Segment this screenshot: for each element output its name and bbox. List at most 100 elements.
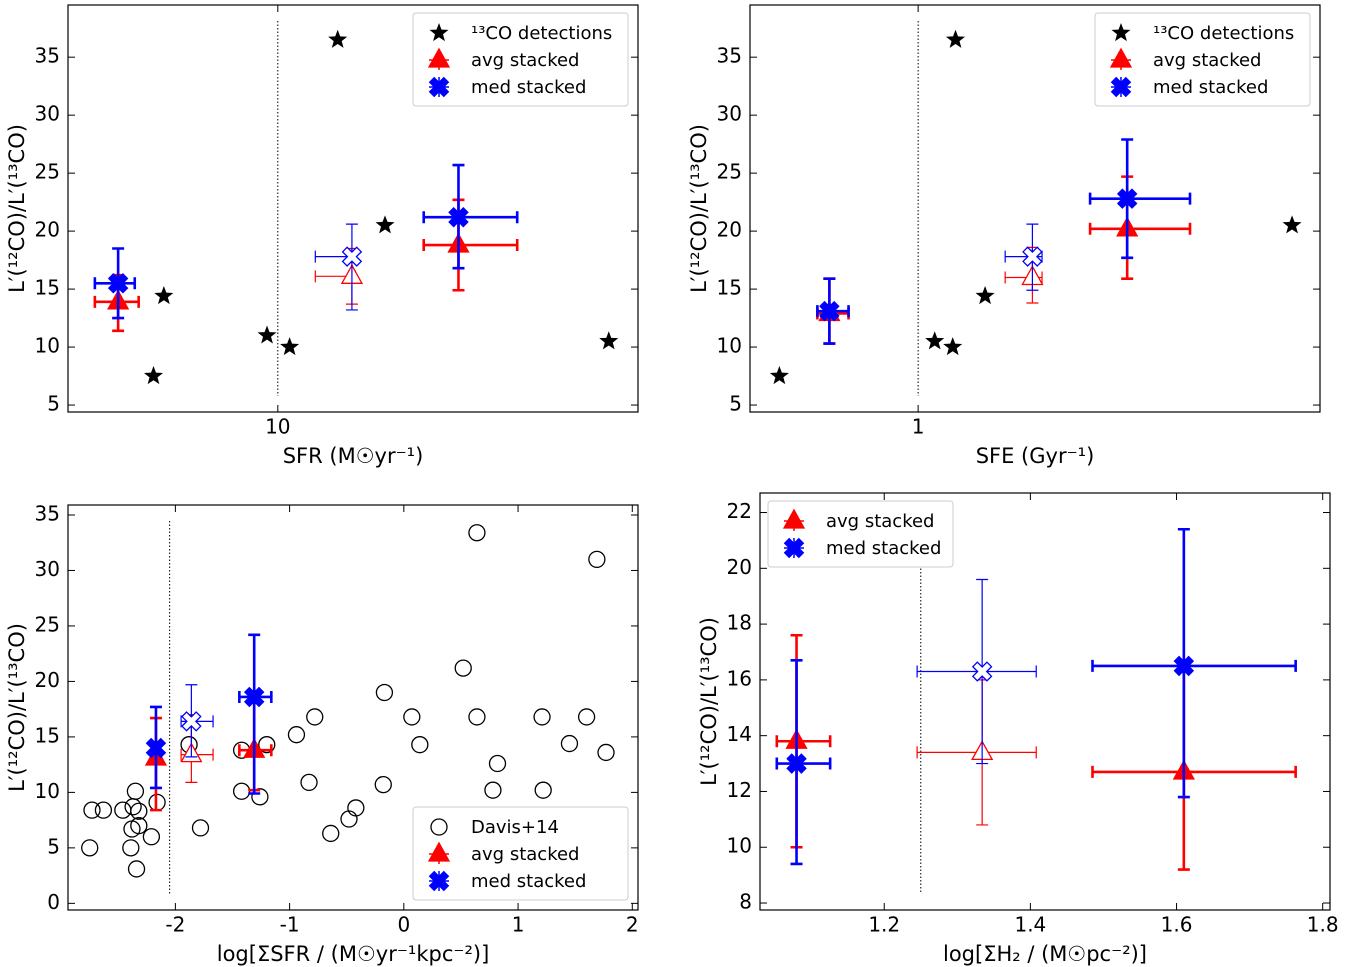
plot-frame — [759, 492, 1331, 911]
y-tick-label: 35 — [35, 44, 60, 68]
circle-marker — [533, 708, 551, 726]
legend-box — [1094, 12, 1311, 107]
x-tick-label: 1.6 — [1161, 913, 1193, 937]
circle-marker — [258, 736, 276, 754]
y-tick-label: 25 — [717, 160, 742, 184]
circle-marker — [232, 782, 251, 800]
panel: 5 10 15 20 25 30 35 1 SFE (Gyr⁻¹) L′(¹²CO)/L′(¹³C… — [687, 4, 1321, 468]
y-tick-label: 10 — [727, 834, 752, 858]
x-axis-label: log[ΣSFR / (M☉yr⁻¹kpc⁻²)] — [217, 942, 490, 966]
x-tick-label: 10 — [265, 415, 290, 439]
x-error-bar — [422, 239, 519, 252]
star-marker — [1282, 215, 1302, 234]
legend-label: med stacked — [471, 77, 586, 98]
y-tick-label: 30 — [35, 102, 60, 126]
y-axis-label: L′(¹²CO)/L′(¹³CO) — [687, 124, 711, 293]
y-tick-label: 15 — [35, 723, 60, 747]
circle-marker — [81, 839, 99, 857]
x-axis-label: SFR (M☉yr⁻¹) — [283, 444, 424, 468]
y-tick-label: 10 — [717, 334, 742, 358]
star-marker — [943, 337, 963, 356]
circle-marker — [300, 773, 318, 792]
circle-marker — [403, 708, 421, 726]
star-marker — [946, 29, 966, 48]
triangle-marker — [782, 508, 806, 529]
circle-marker — [430, 818, 448, 836]
circle-marker — [488, 754, 507, 773]
star-marker — [975, 286, 995, 305]
circle-marker — [130, 802, 148, 820]
x-tick-label: 1 — [512, 913, 525, 937]
x-marker — [786, 753, 807, 774]
x-error-bar — [1088, 222, 1192, 235]
circle-marker — [142, 828, 161, 846]
y-tick-label: 14 — [727, 722, 752, 746]
y-tick-label: 20 — [727, 555, 752, 579]
star-marker — [769, 366, 789, 385]
circle-marker — [251, 788, 269, 806]
circle-marker — [127, 860, 146, 878]
x-tick-label: 1.2 — [868, 913, 900, 937]
y-axis-label: L′(¹²CO)/L′(¹³CO) — [5, 124, 29, 293]
star-marker — [1111, 23, 1131, 42]
circle-marker — [322, 824, 340, 843]
x-marker — [428, 870, 450, 892]
legend-label: avg stacked — [826, 511, 934, 532]
triangle-marker — [427, 47, 451, 68]
panel: 0 5 10 15 20 25 30 35 -2 -1 0 1 2 log[ΣSFR / (M☉yr⁻¹k… — [5, 501, 639, 966]
y-tick-label: 25 — [35, 160, 60, 184]
circle-marker — [375, 683, 394, 702]
x-marker — [819, 300, 840, 322]
y-tick-label: 5 — [47, 392, 60, 416]
legend-label: avg stacked — [471, 50, 579, 71]
circle-marker — [347, 799, 365, 817]
legend-box — [412, 806, 629, 901]
circle-marker — [411, 736, 429, 754]
x-tick-label: 0 — [397, 913, 410, 937]
y-tick-label: 12 — [727, 778, 752, 802]
star-marker — [280, 337, 300, 356]
circle-marker — [191, 819, 210, 837]
y-tick-label: 0 — [47, 890, 60, 914]
y-tick-label: 18 — [727, 611, 752, 635]
x-error-bar — [775, 735, 832, 748]
x-marker — [181, 711, 202, 732]
x-axis-label: SFE (Gyr⁻¹) — [976, 444, 1095, 468]
circle-marker — [306, 708, 324, 726]
circle-marker — [468, 524, 486, 542]
star-marker — [375, 215, 395, 234]
x-tick-label: 1.4 — [1014, 913, 1046, 937]
panel: 5 10 15 20 25 30 35 10 SFR (M☉yr⁻¹) L′(¹²CO)/L′(¹… — [5, 4, 639, 468]
star-marker — [143, 366, 164, 385]
legend-box — [412, 12, 629, 107]
circle-marker — [122, 839, 140, 857]
x-marker — [428, 76, 450, 98]
circle-marker — [560, 734, 579, 753]
x-tick-label: 2 — [626, 913, 639, 937]
x-axis-label: log[ΣH₂ / (M☉pc⁻²)] — [943, 942, 1147, 966]
plot-frame — [67, 504, 639, 911]
star-marker — [429, 23, 449, 42]
legend-label: Davis+14 — [471, 817, 559, 838]
circle-marker — [130, 817, 148, 835]
y-tick-label: 16 — [727, 666, 752, 690]
y-tick-label: 20 — [35, 218, 60, 242]
circle-marker — [114, 801, 132, 819]
x-marker — [341, 246, 363, 267]
circle-marker — [468, 708, 486, 726]
x-error-bar — [916, 665, 1037, 678]
legend-label: ¹³CO detections — [471, 23, 612, 44]
x-error-bar — [775, 757, 832, 770]
circle-marker — [454, 659, 472, 677]
x-tick-label: -2 — [165, 913, 185, 937]
y-tick-label: 10 — [35, 779, 60, 803]
legend-label: avg stacked — [1153, 50, 1261, 71]
x-error-bar — [1091, 765, 1297, 778]
x-error-bar — [1088, 192, 1192, 205]
circle-marker — [374, 775, 392, 794]
y-tick-label: 35 — [717, 44, 742, 68]
y-tick-label: 15 — [717, 276, 742, 300]
y-tick-label: 5 — [729, 392, 742, 416]
x-marker — [1022, 246, 1043, 267]
circle-marker — [577, 708, 596, 726]
